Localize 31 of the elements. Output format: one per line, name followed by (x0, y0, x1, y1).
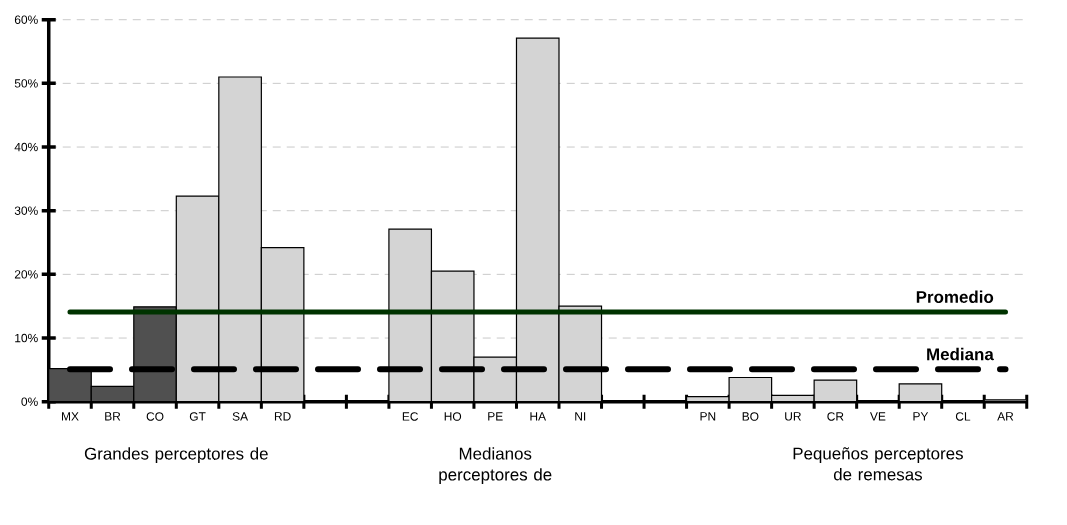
x-tick-label: HO (444, 412, 462, 421)
x-tick-label: HA (530, 412, 547, 421)
y-tick-label: 20% (14, 270, 38, 279)
x-tick-label: EC (402, 412, 419, 421)
x-tick-label: PN (700, 412, 716, 421)
x-tick-label: UR (785, 412, 801, 421)
y-tick-label: 50% (14, 79, 38, 88)
y-tick-label: 0% (21, 397, 38, 406)
x-tick-label: NI (575, 412, 586, 421)
ref-line-label: Mediana (927, 347, 994, 361)
x-tick-label: GT (189, 412, 206, 421)
x-tick-label: PY (913, 412, 929, 421)
y-tick-label: 10% (15, 333, 38, 343)
x-tick-label: PE (488, 412, 503, 421)
x-tick-label: BR (105, 412, 121, 421)
y-tick-label: 60% (14, 15, 38, 24)
ref-line-label: Promedio (916, 290, 994, 303)
y-tick-label: 30% (14, 206, 38, 215)
x-tick-label: CO (146, 412, 164, 421)
x-tick-label: MX (62, 412, 79, 421)
x-tick-label: RD (274, 412, 291, 421)
text: Pequeños perceptores de remesas (793, 447, 963, 481)
x-tick-label: AR (997, 412, 1014, 421)
x-tick-label: CL (955, 412, 971, 421)
x-tick-label: SA (232, 412, 249, 421)
y-tick-label: 40% (14, 142, 38, 152)
x-tick-label: VE (869, 412, 886, 421)
text: Medianos perceptores de (439, 447, 552, 484)
text: Grandes perceptores de (84, 447, 268, 464)
x-tick-label: BO (742, 412, 759, 421)
x-tick-label: CR (827, 412, 844, 421)
